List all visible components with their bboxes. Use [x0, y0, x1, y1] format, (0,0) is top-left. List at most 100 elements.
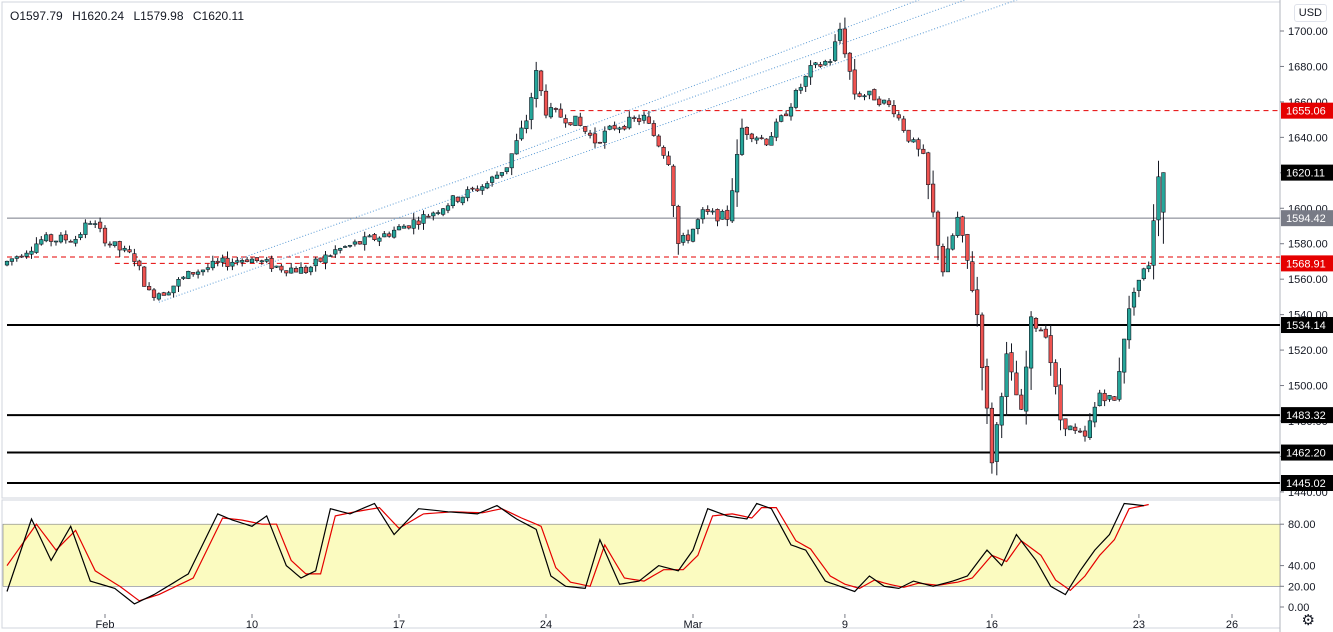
currency-button[interactable]: USD: [1293, 4, 1327, 22]
stoch-band: [2, 523, 1281, 587]
candle-body: [14, 256, 19, 259]
candle-body: [1078, 430, 1083, 433]
candle-body: [455, 196, 460, 202]
candle-body: [764, 138, 769, 146]
candle-body: [1014, 372, 1019, 396]
candle-body: [867, 90, 872, 96]
candle-body: [597, 141, 602, 144]
stoch-k-line: [6, 502, 1144, 605]
candle-body: [886, 100, 892, 105]
candle-body: [196, 271, 201, 275]
price-label-tag: 1655.06: [1281, 102, 1333, 119]
candle-body: [700, 209, 705, 220]
candle-body: [323, 254, 328, 264]
candle-body: [338, 248, 343, 251]
candle-body: [308, 266, 313, 273]
candle-body: [813, 62, 818, 66]
candle-body: [485, 183, 490, 189]
candle-body: [823, 60, 828, 66]
candle-body: [1068, 425, 1073, 431]
candle-body: [769, 135, 774, 146]
candle-body: [1141, 268, 1146, 280]
candle-body: [269, 258, 274, 270]
candle-body: [191, 272, 196, 275]
candle-body: [715, 209, 720, 222]
candle-body: [578, 116, 583, 126]
candle-body: [426, 215, 431, 218]
price-label-tag: 1534.14: [1281, 317, 1333, 334]
gear-icon[interactable]: ⚙: [1301, 612, 1315, 629]
price-label-bg: [1281, 102, 1333, 119]
candle-body: [259, 260, 264, 263]
candle-body: [999, 396, 1004, 426]
close-value: C1620.11: [192, 9, 245, 23]
price-tick-label: 1560.00: [1288, 274, 1328, 286]
candle-body: [847, 52, 852, 72]
time-tick-label: 23: [1133, 619, 1145, 631]
candle-body: [950, 235, 955, 250]
candle-body: [147, 286, 152, 291]
candle-body: [690, 228, 696, 242]
time-tick-label: 26: [1226, 619, 1238, 631]
candle-body: [881, 99, 887, 104]
candle-body: [470, 187, 475, 190]
candle-body: [685, 234, 691, 241]
high-value: H1620.24: [72, 9, 125, 23]
price-label-bg: [1281, 407, 1333, 424]
trend-channel-line[interactable]: [511, 0, 968, 156]
candle-body: [1048, 335, 1053, 364]
candle-body: [553, 108, 558, 110]
candle-body: [617, 127, 622, 130]
candle-body: [34, 243, 39, 253]
candle-body: [636, 118, 642, 122]
price-tick-label: 1580.00: [1288, 239, 1328, 251]
candle-body: [352, 241, 358, 245]
candle-body: [372, 234, 377, 241]
candle-body: [210, 260, 215, 269]
candle-body: [9, 258, 15, 262]
candle-body: [117, 241, 122, 251]
candle-body: [930, 183, 936, 213]
candle-body: [583, 126, 588, 132]
candle-body: [499, 172, 505, 176]
candle-body: [921, 148, 926, 154]
candle-body: [235, 260, 240, 263]
price-tick-label: 1680.00: [1288, 61, 1328, 73]
candle-body: [274, 265, 279, 268]
candle-body: [994, 424, 999, 462]
candle-body: [563, 118, 568, 124]
candle-body: [450, 195, 456, 206]
candle-body: [1019, 394, 1024, 410]
candle-body: [862, 95, 867, 98]
candle-body: [186, 270, 191, 279]
candle-body: [475, 188, 480, 192]
candle-body: [1156, 176, 1161, 221]
candle-body: [793, 90, 798, 108]
candle-body: [377, 237, 382, 242]
candle-body: [93, 223, 98, 225]
candle-body: [279, 265, 284, 271]
candle-body: [1122, 338, 1127, 373]
candle-body: [940, 246, 945, 273]
candle-body: [837, 28, 843, 41]
candle-body: [342, 246, 348, 248]
candle-body: [798, 87, 803, 91]
candle-body: [989, 407, 994, 464]
candle-body: [573, 115, 578, 126]
time-tick-label: 10: [246, 619, 258, 631]
candle-body: [1004, 353, 1009, 397]
candle-body: [818, 64, 823, 67]
candle-body: [808, 65, 813, 78]
time-tick-label: 16: [986, 619, 998, 631]
candle-body: [460, 196, 465, 204]
trend-channel-line[interactable]: [237, 0, 1001, 261]
candle-body: [730, 190, 735, 222]
candle-body: [666, 155, 671, 165]
time-tick-label: 24: [540, 619, 552, 631]
price-tick-label: 1700.00: [1288, 26, 1328, 38]
candle-body: [901, 118, 906, 131]
candle-body: [39, 239, 44, 245]
candle-body: [215, 260, 220, 263]
price-label-bg: [1281, 164, 1333, 181]
